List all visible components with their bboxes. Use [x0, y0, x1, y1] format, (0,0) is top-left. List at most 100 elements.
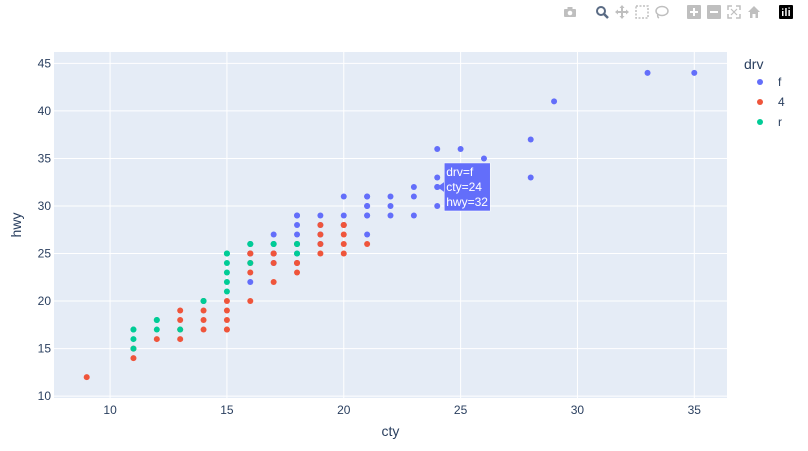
legend-marker-r[interactable]	[757, 119, 763, 125]
data-point-4[interactable]	[200, 317, 207, 324]
data-point-f[interactable]	[527, 174, 534, 181]
data-point-f[interactable]	[364, 231, 371, 238]
legend-marker-4[interactable]	[757, 99, 763, 105]
data-point-f[interactable]	[434, 174, 441, 181]
data-point-r[interactable]	[223, 250, 230, 257]
data-point-f[interactable]	[294, 212, 301, 219]
data-point-f[interactable]	[364, 212, 371, 219]
data-point-f[interactable]	[364, 202, 371, 209]
y-tick-label: 30	[38, 199, 52, 213]
data-point-4[interactable]	[177, 336, 184, 343]
data-point-r[interactable]	[247, 260, 254, 267]
data-point-4[interactable]	[247, 298, 254, 305]
data-point-4[interactable]	[317, 250, 324, 257]
lasso-icon[interactable]	[654, 4, 670, 20]
data-point-f[interactable]	[551, 98, 558, 105]
reset-home-icon[interactable]	[746, 4, 762, 20]
data-point-4[interactable]	[340, 231, 347, 238]
box-select-icon[interactable]	[634, 4, 650, 20]
data-point-r[interactable]	[200, 298, 207, 305]
data-point-4[interactable]	[317, 222, 324, 228]
data-point-4[interactable]	[83, 374, 90, 381]
data-point-4[interactable]	[317, 241, 324, 248]
data-point-f[interactable]	[294, 222, 301, 228]
data-point-f[interactable]	[387, 212, 394, 219]
data-point-r[interactable]	[270, 241, 277, 248]
data-point-r[interactable]	[130, 326, 137, 333]
data-point-r[interactable]	[223, 269, 230, 276]
data-point-f[interactable]	[364, 193, 371, 200]
data-point-f[interactable]	[387, 202, 394, 209]
data-point-f[interactable]	[247, 279, 254, 286]
camera-icon[interactable]	[562, 4, 578, 20]
data-point-f[interactable]	[317, 212, 324, 219]
data-point-4[interactable]	[340, 222, 347, 228]
data-point-r[interactable]	[153, 326, 160, 333]
data-point-4[interactable]	[200, 307, 207, 314]
data-point-4[interactable]	[294, 269, 301, 276]
data-point-f[interactable]	[527, 136, 534, 143]
pan-icon[interactable]	[614, 4, 630, 20]
autoscale-icon[interactable]	[726, 4, 742, 20]
data-point-r[interactable]	[223, 260, 230, 267]
data-point-4[interactable]	[317, 231, 324, 238]
data-point-f[interactable]	[340, 212, 347, 219]
data-point-4[interactable]	[223, 326, 230, 333]
legend-label-r[interactable]: r	[778, 115, 782, 129]
data-point-f[interactable]	[434, 145, 441, 152]
data-point-4[interactable]	[130, 355, 137, 362]
data-point-4[interactable]	[223, 317, 230, 324]
data-point-f[interactable]	[480, 155, 487, 162]
data-point-r[interactable]	[223, 279, 230, 286]
data-point-f[interactable]	[294, 231, 301, 238]
data-point-4[interactable]	[270, 279, 277, 286]
data-point-f[interactable]	[340, 193, 347, 200]
data-point-4[interactable]	[223, 307, 230, 314]
data-point-4[interactable]	[340, 241, 347, 248]
data-point-r[interactable]	[153, 317, 160, 324]
data-point-r[interactable]	[130, 345, 137, 352]
data-point-4[interactable]	[200, 326, 207, 333]
data-point-4[interactable]	[364, 241, 371, 248]
data-point-4[interactable]	[247, 269, 254, 276]
data-point-4[interactable]	[223, 298, 230, 305]
data-point-r[interactable]	[294, 241, 301, 248]
x-tick-label: 20	[337, 403, 351, 417]
data-point-r[interactable]	[247, 241, 254, 248]
data-point-f[interactable]	[387, 193, 394, 200]
data-point-4[interactable]	[270, 260, 277, 267]
legend-label-f[interactable]: f	[778, 75, 782, 89]
data-point-r[interactable]	[223, 288, 230, 295]
data-point-f[interactable]	[691, 69, 698, 76]
data-point-f[interactable]	[644, 69, 651, 76]
data-point-4[interactable]	[153, 336, 160, 343]
plotly-logo-icon[interactable]	[778, 4, 794, 20]
data-point-r[interactable]	[177, 326, 184, 333]
data-point-4[interactable]	[340, 250, 347, 257]
zoom-out-icon[interactable]	[706, 4, 722, 20]
y-tick-label: 40	[38, 104, 52, 118]
data-point-f[interactable]	[270, 231, 277, 238]
data-point-f[interactable]	[457, 145, 464, 152]
legend-label-4[interactable]: 4	[778, 95, 785, 109]
hover-box	[443, 162, 491, 212]
data-point-f[interactable]	[434, 202, 441, 209]
data-point-r[interactable]	[130, 336, 137, 343]
data-point-4[interactable]	[270, 250, 277, 257]
data-point-4[interactable]	[294, 260, 301, 267]
y-tick-label: 25	[38, 247, 52, 261]
data-point-r[interactable]	[294, 250, 301, 257]
data-point-4[interactable]	[247, 250, 254, 257]
data-point-4[interactable]	[177, 307, 184, 314]
zoom-icon[interactable]	[594, 4, 610, 20]
x-tick-label: 25	[454, 403, 468, 417]
y-tick-label: 10	[38, 389, 52, 403]
data-point-f[interactable]	[410, 193, 417, 200]
data-point-f[interactable]	[410, 183, 417, 190]
legend-marker-f[interactable]	[757, 79, 763, 85]
data-point-f[interactable]	[410, 212, 417, 219]
data-point-4[interactable]	[177, 317, 184, 324]
x-tick-label: 30	[571, 403, 585, 417]
zoom-in-icon[interactable]	[686, 4, 702, 20]
